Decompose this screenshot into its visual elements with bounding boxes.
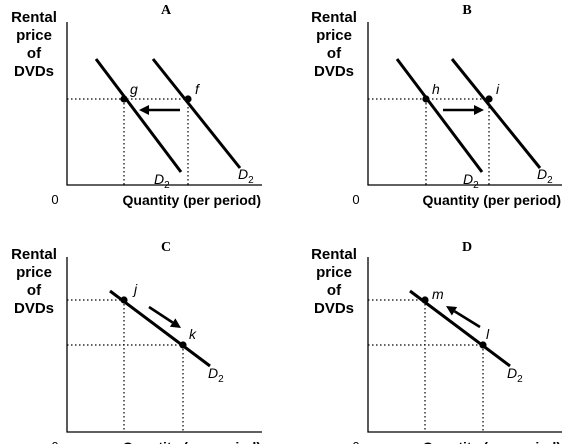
point-label: f [195,81,201,97]
curve-label-subscript: 2 [473,180,479,191]
y-axis-label-line: of [327,45,342,62]
point-label: i [496,81,500,97]
origin-label: 0 [51,439,58,444]
point-marker [120,296,128,304]
x-axis-label: Quantity (per period) [423,192,561,208]
y-axis-label-line: Rental [11,246,57,263]
origin-label: 0 [352,192,359,207]
curve-label-name: D [208,365,218,381]
demand-curve [151,58,242,169]
axes [66,22,262,186]
point-label: m [432,286,444,302]
demand-curve [409,289,511,368]
point-marker [422,95,430,103]
curve-label: D2 [537,166,553,186]
point-marker [479,341,487,349]
point-label: g [130,81,138,97]
demand-curve [109,289,211,368]
y-axis-label-line: DVDs [314,300,354,317]
axes [367,257,562,433]
curve-label-name: D [463,171,473,187]
y-axis-label-line: Rental [311,246,357,263]
x-axis-label: Quantity (per period) [123,192,261,208]
point-marker [120,95,128,103]
arrow-head [446,306,458,316]
point-marker [184,95,192,103]
curve-label: D2 [208,365,224,385]
demand-curve [94,58,183,173]
y-axis-label-line: of [27,282,42,299]
y-axis-label-line: Rental [311,9,357,26]
y-axis-label-line: DVDs [314,63,354,80]
y-axis-label-line: DVDs [14,63,54,80]
point-label: j [132,281,138,297]
curve-label-subscript: 2 [248,175,254,186]
origin-label: 0 [51,192,58,207]
origin-label: 0 [352,439,359,444]
x-axis-label: Quantity (per period) [123,439,261,444]
x-axis-label: Quantity (per period) [423,439,561,444]
curve-label: D2 [238,166,254,186]
axes [66,257,262,433]
y-axis-label-line: of [27,45,42,62]
y-axis-label-line: price [16,27,52,44]
y-axis-label-line: Rental [11,9,57,26]
y-axis-label-line: price [316,27,352,44]
shift-arrow [446,306,481,329]
y-axis-label-line: DVDs [14,300,54,317]
curve-label-subscript: 2 [164,180,170,191]
curve-label-name: D [238,166,248,182]
point-label: h [432,81,440,97]
point-marker [485,95,493,103]
y-axis-label-line: price [316,264,352,281]
curve-label-name: D [507,365,517,381]
shift-arrow [443,105,484,115]
y-axis-label-line: price [16,264,52,281]
arrow-shaft [148,305,174,324]
point-label: l [486,326,490,342]
axes [367,22,562,186]
arrow-shaft [453,310,481,329]
demand-curve [395,58,484,173]
panel-title: B [462,3,471,18]
panel-title: D [462,240,472,255]
curve-label-subscript: 2 [517,374,523,385]
curve-label: D2 [154,171,170,191]
curve-label: D2 [507,365,523,385]
shift-arrow [139,105,180,115]
demand-curve [450,58,542,169]
curve-label-subscript: 2 [547,175,553,186]
point-label: k [189,326,197,342]
y-axis-label-line: of [327,282,342,299]
panel-title: A [161,3,172,18]
panel-title: C [161,240,171,255]
curve-label-subscript: 2 [218,374,224,385]
curve-label-name: D [537,166,547,182]
point-marker [179,341,187,349]
shift-arrow [148,305,181,328]
arrow-head [169,318,181,328]
arrow-head [474,105,484,115]
curve-label: D2 [463,171,479,191]
point-marker [421,296,429,304]
arrow-head [139,105,149,115]
curve-label-name: D [154,171,164,187]
